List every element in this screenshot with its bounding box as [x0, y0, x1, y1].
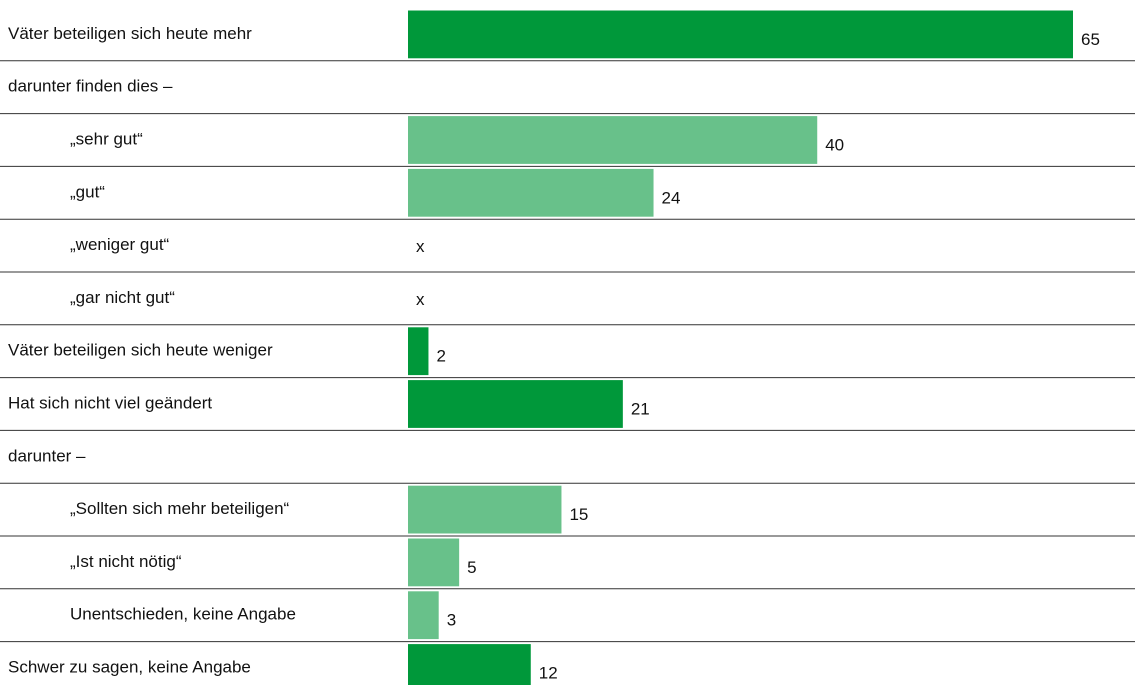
category-label: „Ist nicht nötig“	[70, 552, 182, 571]
category-label: darunter finden dies –	[8, 77, 173, 96]
value-label: x	[416, 237, 425, 256]
bar	[408, 10, 1073, 59]
bar	[408, 485, 562, 534]
category-label: darunter –	[8, 446, 86, 465]
bar	[408, 168, 654, 217]
value-label: 21	[631, 399, 650, 418]
category-label: Schwer zu sagen, keine Angabe	[8, 657, 251, 676]
value-label: 5	[467, 558, 476, 577]
category-label: Hat sich nicht viel geändert	[8, 393, 212, 412]
bar	[408, 591, 439, 640]
bar	[408, 644, 531, 685]
category-label: Unentschieden, keine Angabe	[70, 605, 296, 624]
value-label: 40	[825, 135, 844, 154]
value-label: 15	[569, 505, 588, 524]
bar	[408, 327, 429, 376]
category-label: „sehr gut“	[70, 129, 143, 148]
value-label: x	[416, 290, 425, 309]
value-label: 65	[1081, 30, 1100, 49]
category-label: „weniger gut“	[70, 235, 170, 254]
bar	[408, 380, 623, 428]
value-label: 24	[662, 188, 681, 207]
value-label: 12	[539, 663, 558, 682]
category-label: „gar nicht gut“	[70, 288, 175, 307]
category-label: „gut“	[70, 182, 105, 201]
value-label: 3	[447, 611, 456, 630]
value-label: 2	[436, 347, 445, 366]
category-label: „Sollten sich mehr beteiligen“	[70, 499, 290, 518]
bar	[408, 116, 818, 164]
category-label: Väter beteiligen sich heute weniger	[8, 341, 273, 360]
bar	[408, 538, 460, 587]
category-label: Väter beteiligen sich heute mehr	[8, 24, 252, 43]
